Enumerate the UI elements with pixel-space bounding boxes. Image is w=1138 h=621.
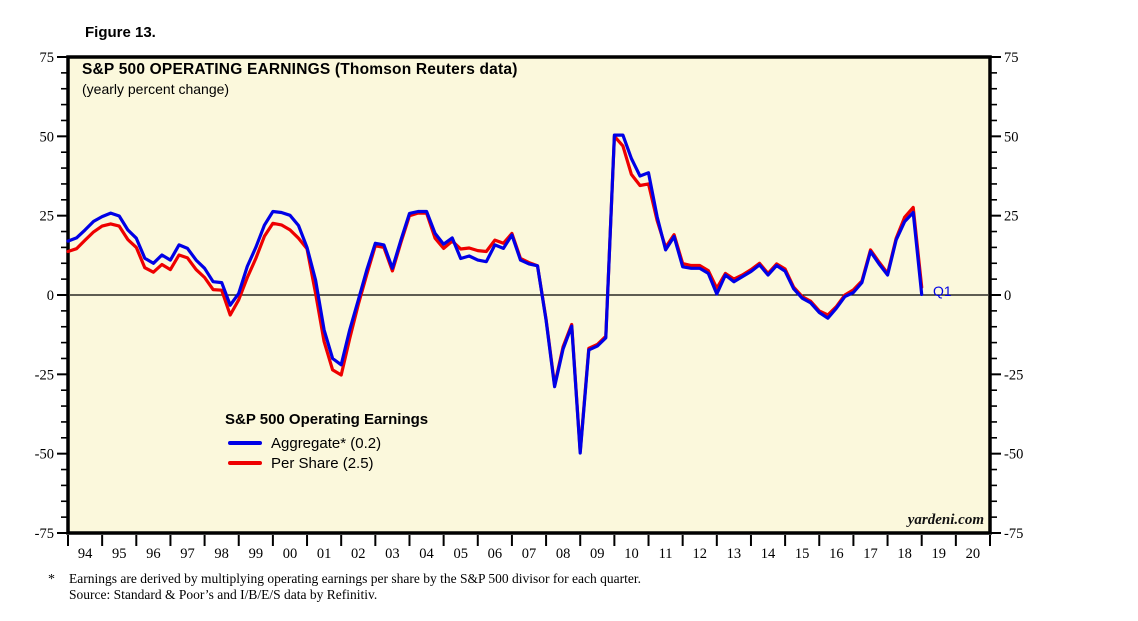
svg-text:25: 25: [40, 209, 55, 225]
svg-text:07: 07: [522, 546, 537, 562]
x-axis-ticks: 94 95 96 97 98 99 00 01 02 03 04 05 06 07 08 09 10 11 12 13…: [67, 535, 991, 562]
footnote-marker: *: [48, 572, 55, 587]
svg-text:18: 18: [897, 546, 912, 562]
footnote-line-1: Earnings are derived by multiplying oper…: [69, 571, 641, 586]
svg-text:99: 99: [249, 546, 264, 562]
svg-text:13: 13: [727, 546, 742, 562]
legend-label-aggregate: Aggregate* (0.2): [271, 434, 382, 452]
svg-text:01: 01: [317, 546, 332, 562]
latest-quarter-label: Q1: [933, 283, 952, 299]
aggregate-line-swatch: [228, 440, 262, 446]
svg-text:15: 15: [795, 546, 810, 562]
legend-label-per-share: Per Share (2.5): [271, 454, 374, 472]
aggregate-line: [66, 133, 924, 455]
svg-text:94: 94: [78, 546, 93, 562]
yardeni-watermark: yardeni.com: [907, 512, 984, 528]
svg-text:06: 06: [488, 546, 503, 562]
svg-text:-50: -50: [35, 447, 54, 463]
legend-item-per-share: Per Share (2.5): [228, 453, 428, 473]
svg-text:96: 96: [146, 546, 161, 562]
legend-title: S&P 500 Operating Earnings: [225, 411, 429, 428]
svg-text:00: 00: [283, 546, 298, 562]
chart-title: S&P 500 OPERATING EARNINGS (Thomson Reut…: [82, 61, 518, 78]
svg-text:-75: -75: [1004, 526, 1023, 542]
legend-item-aggregate: Aggregate* (0.2): [228, 433, 428, 453]
legend: S&P 500 Operating Earnings Aggregate* (0…: [225, 411, 428, 473]
svg-text:0: 0: [47, 288, 54, 304]
svg-text:98: 98: [214, 546, 229, 562]
svg-text:-50: -50: [1004, 447, 1023, 463]
svg-text:-75: -75: [35, 526, 54, 542]
svg-text:25: 25: [1004, 209, 1019, 225]
svg-text:97: 97: [180, 546, 195, 562]
svg-text:05: 05: [453, 546, 468, 562]
svg-text:08: 08: [556, 546, 571, 562]
svg-text:50: 50: [40, 129, 55, 145]
svg-text:0: 0: [1004, 288, 1011, 304]
svg-text:75: 75: [40, 50, 55, 66]
svg-text:10: 10: [624, 546, 639, 562]
svg-text:17: 17: [863, 546, 878, 562]
svg-text:03: 03: [385, 546, 400, 562]
svg-text:-25: -25: [35, 367, 54, 383]
svg-text:16: 16: [829, 546, 844, 562]
per-share-line-swatch: [228, 460, 262, 466]
svg-text:75: 75: [1004, 50, 1019, 66]
svg-text:11: 11: [659, 546, 673, 562]
chart-subtitle: (yearly percent change): [82, 81, 230, 97]
svg-text:-25: -25: [1004, 367, 1023, 383]
svg-text:95: 95: [112, 546, 127, 562]
svg-text:19: 19: [932, 546, 947, 562]
svg-text:04: 04: [419, 546, 434, 562]
svg-text:14: 14: [761, 546, 776, 562]
svg-text:50: 50: [1004, 129, 1019, 145]
footnote-line-2: Source: Standard & Poor’s and I/B/E/S da…: [69, 587, 378, 602]
svg-text:02: 02: [351, 546, 366, 562]
svg-text:20: 20: [966, 546, 981, 562]
svg-text:12: 12: [692, 546, 707, 562]
figure-label: Figure 13.: [85, 24, 156, 41]
y-axis-ticks: 75 75 50 50 25 25 0 0 -25 -25 -50 -50 -75 -75: [35, 50, 1024, 542]
svg-text:09: 09: [590, 546, 605, 562]
